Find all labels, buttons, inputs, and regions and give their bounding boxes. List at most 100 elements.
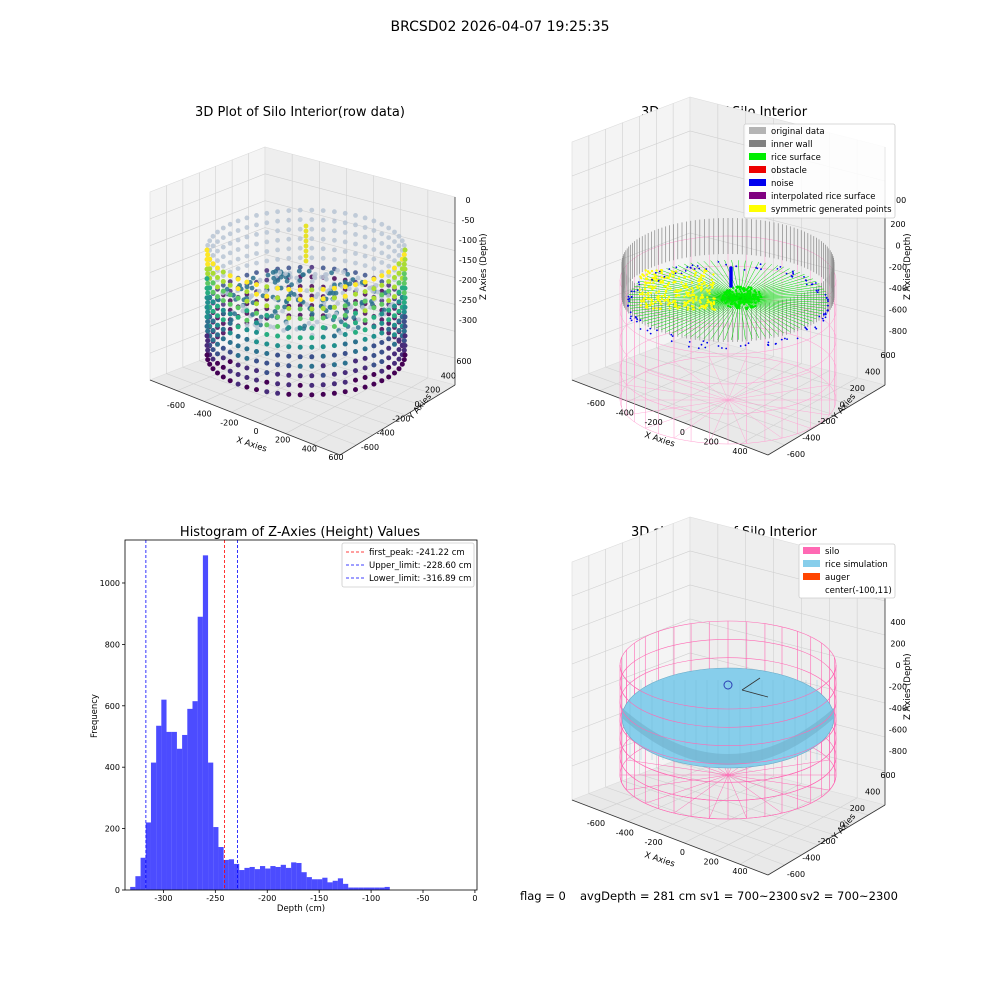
- data-point: [254, 387, 259, 393]
- tick-label: 600: [328, 453, 343, 462]
- noise-point: [824, 312, 827, 315]
- noise-point: [760, 268, 762, 271]
- data-point: [235, 333, 241, 339]
- symmetric-point: [657, 299, 660, 302]
- data-point: [244, 346, 250, 352]
- noise-point: [824, 316, 827, 319]
- data-point: [265, 272, 271, 278]
- data-point: [402, 333, 408, 339]
- rice-surface-point: [750, 301, 753, 304]
- data-point: [275, 333, 281, 339]
- rice-surface-ray: [731, 259, 741, 299]
- data-point: [386, 326, 392, 332]
- data-point: [381, 307, 387, 313]
- symmetric-point: [660, 269, 663, 272]
- rice-surface-point: [754, 291, 758, 294]
- tick-label: 0: [465, 196, 470, 205]
- data-point: [353, 222, 358, 228]
- noise-point: [767, 344, 770, 347]
- data-point: [386, 244, 392, 250]
- symmetric-point: [704, 304, 708, 307]
- data-point: [227, 282, 233, 288]
- symmetric-point: [652, 281, 655, 284]
- tick-label: -400: [889, 704, 907, 713]
- rice-surface-point: [738, 300, 741, 303]
- silo-spoke: [645, 399, 729, 429]
- data-point: [362, 234, 368, 240]
- symmetric-point: [644, 293, 647, 296]
- tick-label: -400: [889, 284, 907, 293]
- data-point: [244, 253, 250, 259]
- data-point: [215, 248, 220, 254]
- data-point: [353, 301, 358, 307]
- data-point: [284, 321, 289, 326]
- rice-surface-ray: [639, 297, 741, 320]
- data-point: [210, 243, 216, 249]
- data-point: [379, 340, 385, 345]
- symmetric-point: [643, 296, 646, 300]
- data-point: [254, 222, 259, 228]
- noise-point: [735, 265, 737, 268]
- rice-simulation-edge: [622, 708, 834, 765]
- noise-point: [629, 317, 632, 320]
- grid-line: [177, 341, 293, 391]
- data-point: [227, 273, 233, 279]
- data-point: [281, 328, 286, 333]
- data-point: [244, 234, 250, 240]
- histogram-bar: [244, 867, 250, 890]
- grid-line: [656, 347, 852, 406]
- grid-line: [655, 356, 774, 413]
- data-point: [286, 391, 292, 397]
- symmetric-point: [700, 283, 704, 286]
- data-point: [227, 320, 233, 326]
- data-point: [275, 228, 280, 234]
- grid-line: [639, 773, 835, 836]
- symmetric-point: [669, 287, 672, 290]
- data-point: [297, 354, 303, 360]
- symmetric-point: [683, 295, 686, 298]
- tick-label: -250: [459, 296, 477, 305]
- data-point: [215, 360, 220, 366]
- noise-point: [649, 327, 652, 330]
- symmetric-point: [706, 296, 709, 299]
- symmetric-point: [702, 274, 705, 278]
- rice-surface-point: [735, 292, 738, 295]
- rice-surface-point: [757, 295, 760, 299]
- data-point: [297, 236, 303, 242]
- data-point: [297, 264, 303, 270]
- grid-line: [622, 360, 819, 426]
- data-point: [264, 370, 270, 376]
- legend-swatch: [749, 192, 766, 199]
- data-point: [309, 226, 315, 232]
- data-point: [332, 218, 337, 224]
- panel-raw-title: 3D Plot of Silo Interior(row data): [195, 105, 405, 120]
- symmetric-point: [700, 278, 703, 282]
- data-point: [331, 343, 337, 349]
- histogram-bar: [337, 878, 344, 890]
- histogram-bar: [285, 867, 292, 890]
- histogram-bar: [379, 887, 385, 890]
- data-point: [296, 268, 302, 274]
- noise-point: [743, 269, 746, 271]
- data-point: [264, 249, 270, 254]
- tick-label: 600: [880, 771, 895, 780]
- legend-label: silo: [825, 547, 839, 557]
- data-point: [309, 306, 315, 312]
- data-point: [220, 273, 226, 279]
- data-point: [356, 317, 361, 322]
- data-point: [350, 277, 356, 282]
- symmetric-point: [669, 274, 672, 278]
- data-point: [227, 326, 233, 332]
- silo-spoke: [673, 399, 729, 439]
- data-point: [309, 217, 315, 223]
- data-point: [320, 227, 326, 233]
- symmetric-point: [701, 296, 704, 299]
- data-point: [286, 315, 292, 321]
- grid-line: [673, 761, 869, 816]
- data-point: [227, 231, 233, 237]
- legend-swatch: [803, 573, 820, 580]
- symmetric-point: [672, 281, 675, 284]
- symmetric-point: [655, 269, 658, 272]
- grid-line: [622, 780, 819, 846]
- data-point: [297, 363, 303, 369]
